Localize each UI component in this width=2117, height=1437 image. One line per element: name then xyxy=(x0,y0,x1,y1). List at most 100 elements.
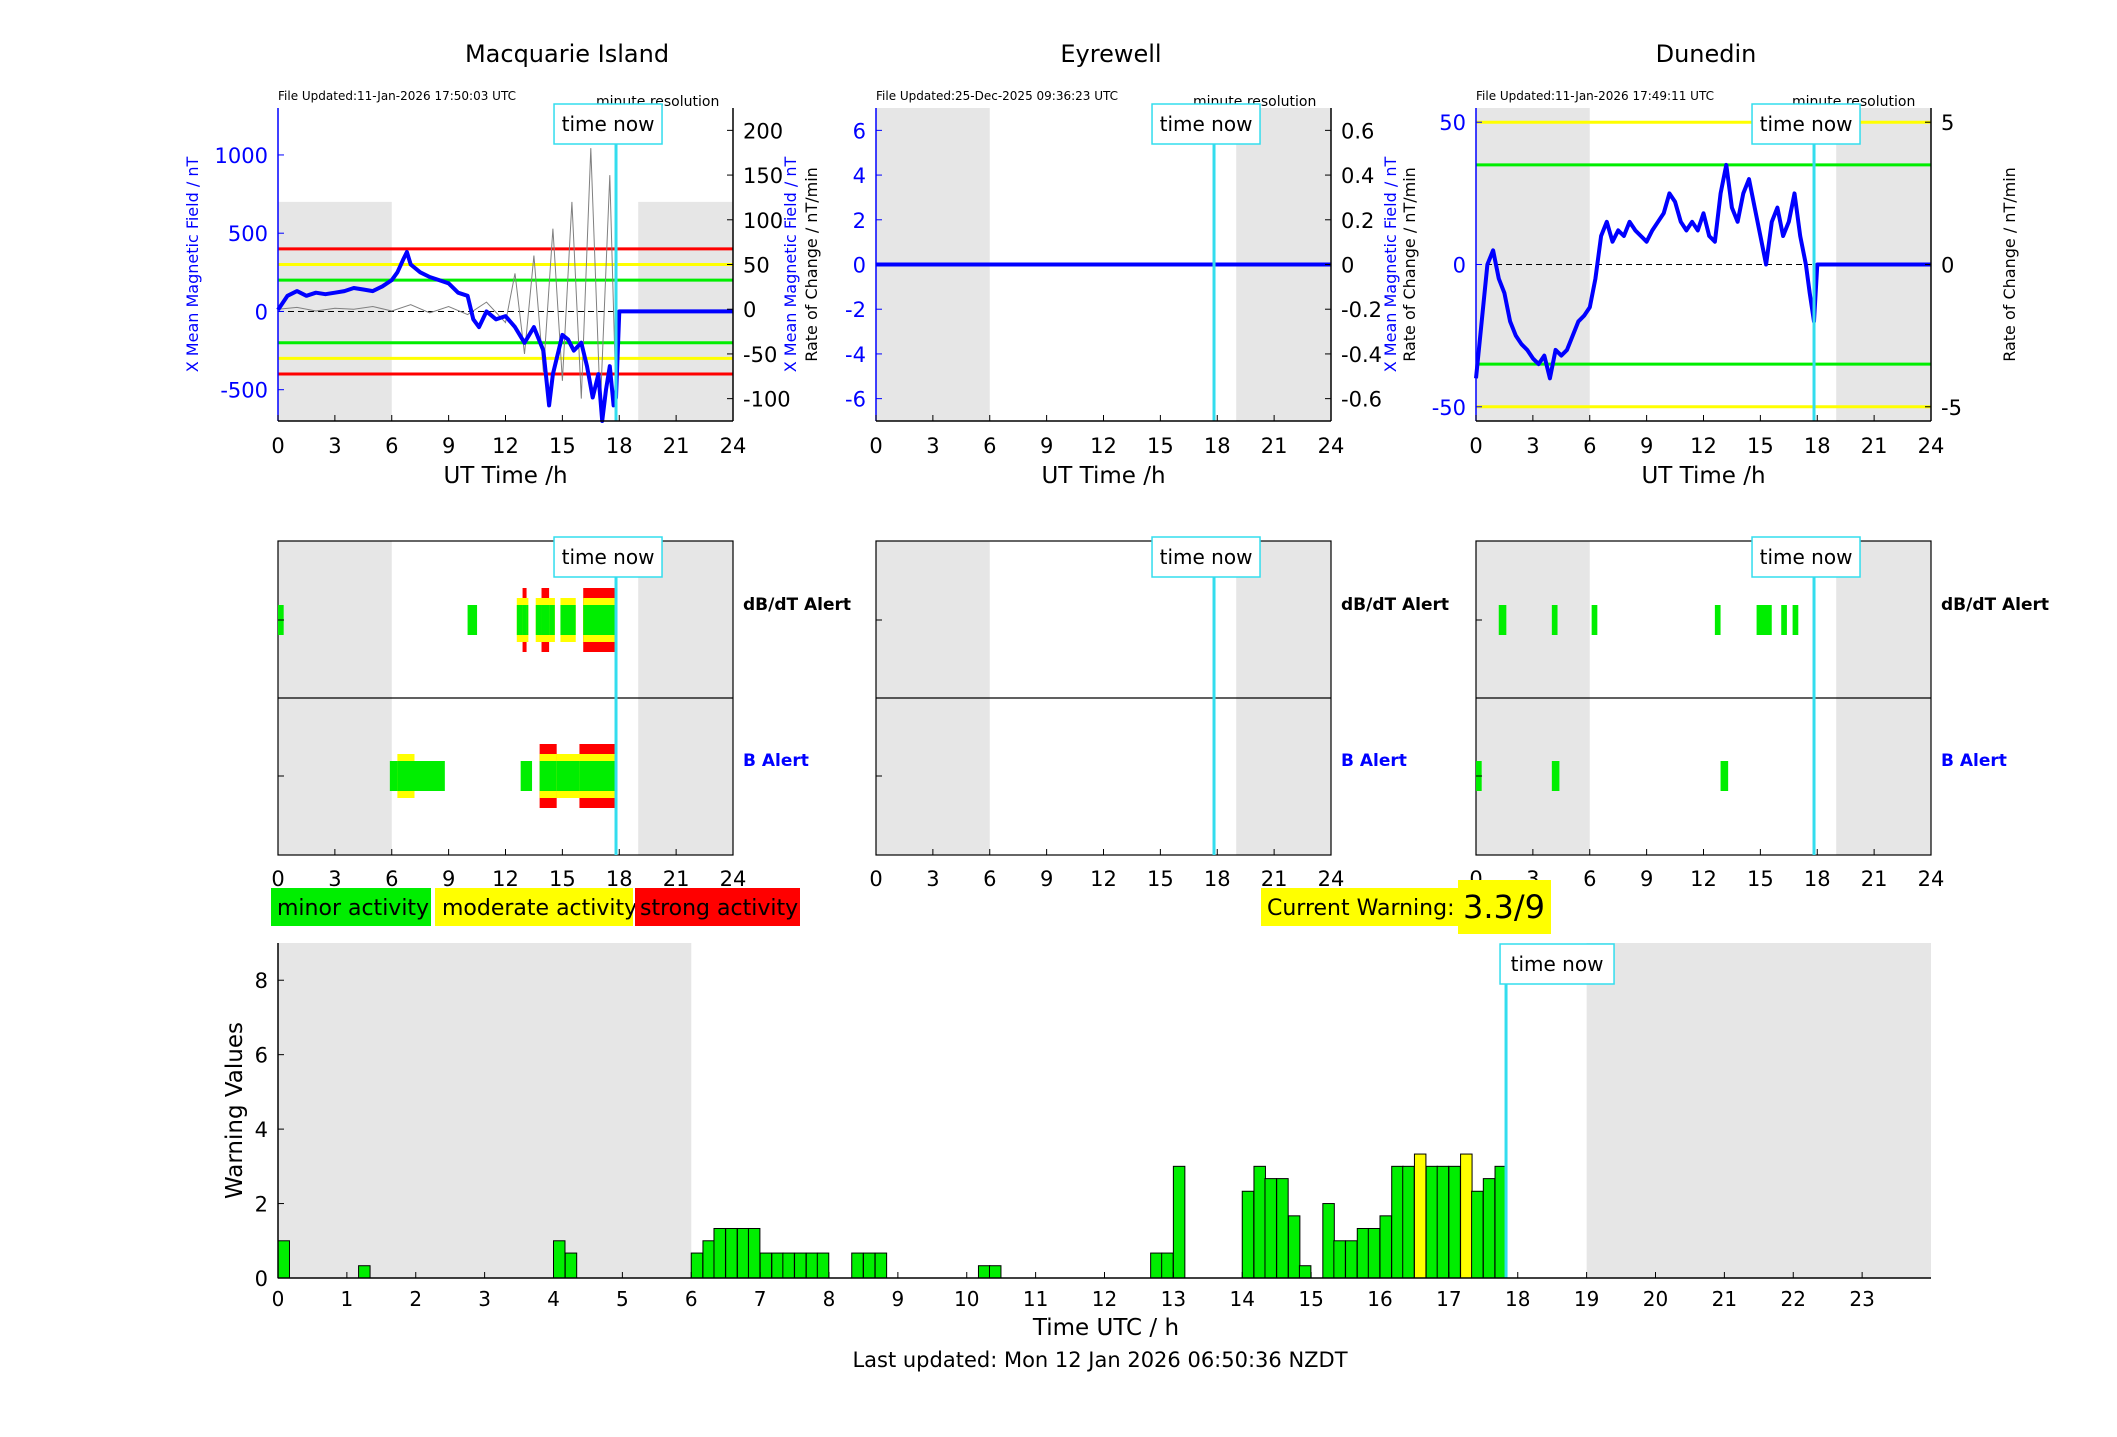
x-tick-label: 21 xyxy=(1261,434,1288,458)
right-tick-label: 0.6 xyxy=(1341,119,1374,143)
x-tick-label: 18 xyxy=(606,867,633,891)
x-tick-label: 15 xyxy=(1147,867,1174,891)
right-tick-label: -0.2 xyxy=(1341,298,1382,322)
warning-bar xyxy=(1161,1252,1174,1279)
x-tick-label: 12 xyxy=(492,867,519,891)
last-updated: Last updated: Mon 12 Jan 2026 06:50:36 N… xyxy=(852,1348,1347,1372)
time-now-label: time now xyxy=(1160,112,1253,136)
warning-bar xyxy=(747,1227,761,1279)
x-tick-label: 18 xyxy=(1804,434,1831,458)
warning-bar xyxy=(851,1252,864,1279)
warning-bar xyxy=(564,1252,578,1279)
b-alert-block xyxy=(397,761,415,791)
x-tick-label: 3 xyxy=(926,434,939,458)
file-updated-dunedin: File Updated:11-Jan-2026 17:49:11 UTC xyxy=(1476,89,1714,103)
right-tick-label: 0 xyxy=(1341,254,1354,278)
x-tick-label: 21 xyxy=(1861,434,1888,458)
x-tick-label: 6 xyxy=(983,434,996,458)
warning-bar xyxy=(713,1227,726,1279)
legend-moderate-swatch xyxy=(435,888,633,926)
x-tick-label: 24 xyxy=(1318,867,1345,891)
b-alert-block xyxy=(520,761,533,791)
left-tick-label: 0 xyxy=(853,254,866,278)
legend-moderate-label: moderate activity xyxy=(442,896,637,921)
x-tick-label: 13 xyxy=(1161,1287,1186,1311)
b-alert-label: B Alert xyxy=(743,751,809,771)
right-tick-label: -50 xyxy=(743,343,777,367)
magnetic-field-line xyxy=(1474,162,1931,381)
warning-bar xyxy=(1276,1178,1289,1279)
x-tick-label: 12 xyxy=(1092,1287,1117,1311)
x-axis-label: UT Time /h xyxy=(1641,463,1765,489)
db-alert-block xyxy=(1714,605,1721,635)
warning-bar xyxy=(1379,1215,1392,1279)
db-alert-label: dB/dT Alert xyxy=(1941,595,2049,615)
x-tick-label: 0 xyxy=(271,434,284,458)
x-tick-label: 12 xyxy=(1090,867,1117,891)
time-now-box xyxy=(553,536,663,578)
y-tick-label: 0 xyxy=(255,1267,268,1291)
time-now-box xyxy=(1151,536,1261,578)
warning-bar xyxy=(977,1265,991,1279)
warning-bar xyxy=(277,1240,290,1279)
x-tick-label: 5 xyxy=(616,1287,629,1311)
right-tick-label: -100 xyxy=(743,388,791,412)
x-tick-label: 2 xyxy=(409,1287,422,1311)
x-tick-label: 4 xyxy=(547,1287,560,1311)
x-tick-label: 12 xyxy=(492,434,519,458)
warning-bar xyxy=(1333,1240,1346,1279)
x-tick-label: 21 xyxy=(663,867,690,891)
x-tick-label: 24 xyxy=(1318,434,1345,458)
x-tick-label: 15 xyxy=(1747,434,1774,458)
time-now-box xyxy=(1499,943,1615,985)
warning-bar xyxy=(794,1252,807,1279)
x-tick-label: 3 xyxy=(1526,434,1539,458)
warning-bar xyxy=(1402,1165,1415,1279)
x-tick-label: 6 xyxy=(1583,434,1596,458)
warning-bar xyxy=(1150,1252,1163,1279)
x-tick-label: 24 xyxy=(720,867,747,891)
x-tick-label: 6 xyxy=(385,434,398,458)
right-tick-label: 0 xyxy=(1941,254,1954,278)
left-tick-label: -6 xyxy=(845,388,866,412)
x-tick-label: 18 xyxy=(1204,867,1231,891)
time-now-label: time now xyxy=(1760,545,1853,569)
x-tick-label: 0 xyxy=(271,867,284,891)
shaded-period xyxy=(1586,943,1931,1278)
b-alert-block xyxy=(556,761,580,791)
b-alert-block xyxy=(1720,761,1729,791)
x-axis-label: Time UTC / h xyxy=(1032,1315,1179,1341)
right-tick-label: -5 xyxy=(1941,396,1962,420)
db-alert-label: dB/dT Alert xyxy=(1341,595,1449,615)
warning-bar xyxy=(1471,1190,1484,1279)
x-tick-label: 6 xyxy=(685,1287,698,1311)
x-tick-label: 8 xyxy=(823,1287,836,1311)
current-warning-value-box xyxy=(1458,880,1551,934)
time-now-label: time now xyxy=(562,545,655,569)
x-tick-label: 3 xyxy=(926,867,939,891)
left-axis-label: X Mean Magnetic Field / nT xyxy=(183,157,202,373)
x-tick-label: 18 xyxy=(1804,867,1831,891)
x-tick-label: 0 xyxy=(272,1287,285,1311)
warning-bar xyxy=(1345,1240,1358,1279)
legend-minor-label: minor activity xyxy=(277,896,429,921)
x-tick-label: 12 xyxy=(1690,434,1717,458)
left-tick-label: 500 xyxy=(228,222,268,246)
x-tick-label: 9 xyxy=(892,1287,905,1311)
station-panel-eyrewell: time now 6 4 2 0 -2 -4 -6 0.6 0.4 0.2 0 -0.2 -0.4 -0.6… xyxy=(781,103,1449,891)
left-tick-label: 1000 xyxy=(215,144,268,168)
warning-bar xyxy=(1298,1265,1312,1279)
right-tick-label: 0 xyxy=(743,298,756,322)
right-tick-label: 100 xyxy=(743,209,783,233)
shaded-period xyxy=(278,943,692,1278)
warning-bar xyxy=(771,1252,784,1279)
x-tick-label: 3 xyxy=(478,1287,491,1311)
shaded-period xyxy=(278,201,392,421)
left-tick-label: 2 xyxy=(853,209,866,233)
x-tick-label: 10 xyxy=(954,1287,979,1311)
x-tick-label: 6 xyxy=(1583,867,1596,891)
right-tick-label: -0.6 xyxy=(1341,388,1382,412)
left-tick-label: -4 xyxy=(845,343,866,367)
